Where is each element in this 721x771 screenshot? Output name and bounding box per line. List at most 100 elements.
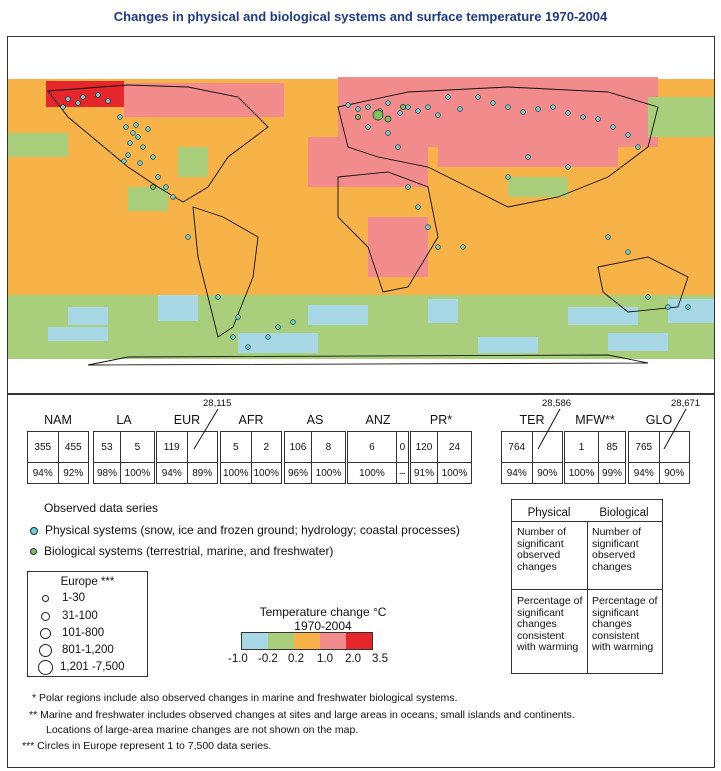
region-name: AFR: [238, 413, 264, 427]
bio-count: 24: [436, 431, 473, 463]
footnote-europe: *** Circles in Europe represent 1 to 7,5…: [22, 740, 272, 752]
series-physical: Physical systems (snow, ice and frozen g…: [30, 523, 460, 537]
physical-observation-dot: [365, 124, 371, 130]
phys-count: 106: [284, 431, 312, 463]
series-physical-label: Physical systems (snow, ice and frozen g…: [45, 523, 460, 537]
physical-observation-dot: [185, 234, 191, 240]
bio-count: [658, 431, 690, 463]
physical-observation-dot: [457, 106, 463, 112]
physical-observation-dot: [505, 104, 511, 110]
phys-pct: 96%: [284, 462, 312, 484]
eur-total: 28,115: [203, 398, 232, 409]
glo-leader: [663, 408, 687, 450]
physical-observation-dot: [95, 92, 101, 98]
physical-observation-dot: [345, 102, 351, 108]
physical-observation-dot: [163, 184, 169, 190]
physical-observation-dot: [405, 184, 411, 190]
ter-total: 28,586: [542, 398, 572, 409]
region-name: PR*: [429, 413, 453, 427]
color-swatch: [268, 633, 294, 649]
temperature-title: Temperature change °C: [259, 605, 387, 619]
physical-observation-dot: [133, 122, 139, 128]
phys-pct: 100%: [347, 462, 397, 484]
phys-count: 5: [220, 431, 252, 463]
chart-title: Changes in physical and biological syste…: [113, 9, 608, 24]
physical-observation-dot: [475, 94, 481, 100]
eurasia-outline: [337, 86, 659, 208]
phys-count: 764: [501, 431, 533, 463]
physical-observation-dot: [685, 304, 691, 310]
color-swatch: [320, 633, 346, 649]
physical-observation-dot: [140, 144, 146, 150]
physical-observation-dot: [505, 174, 511, 180]
tick-label: 2.0: [345, 653, 361, 665]
circle-size-4-icon: [39, 644, 52, 657]
physical-percent-desc: Percentage of significant changes consis…: [517, 595, 583, 654]
bio-count: 5: [119, 431, 156, 463]
region-name: EUR: [173, 413, 201, 427]
phys-pct: 100%: [563, 462, 600, 484]
region-ter: TER 764 94% 90%: [501, 413, 563, 484]
physical-observation-dot: [60, 104, 66, 110]
physical-observation-dot: [125, 152, 131, 158]
region-pr: PR* 120 24 91% 100%: [410, 413, 473, 484]
tick-label: 3.5: [372, 653, 388, 665]
phys-count: 765: [628, 431, 660, 463]
bio-pct: 92%: [57, 462, 89, 484]
physical-observation-dot: [145, 126, 151, 132]
physical-observation-dot: [490, 100, 496, 106]
physical-observation-dot: [397, 110, 403, 116]
australia-outline: [597, 256, 689, 313]
south-america-outline: [192, 206, 259, 338]
biological-observation-dot: [355, 114, 361, 120]
bio-pct: 90%: [658, 462, 690, 484]
physical-count-desc: Number of significant observed changes: [517, 526, 567, 573]
temperature-legend: Temperature change °C 1970-2004: [240, 605, 406, 633]
physical-observation-dot: [550, 104, 556, 110]
physical-observation-dot: [520, 109, 526, 115]
bio-count: [186, 431, 218, 463]
physical-observation-dot: [235, 314, 241, 320]
temperature-colorbar: [241, 632, 373, 650]
region-name: GLO: [645, 413, 673, 427]
bio-pct: 89%: [186, 462, 218, 484]
physical-observation-dot: [445, 94, 451, 100]
bio-count: 85: [598, 431, 626, 463]
physical-observation-dot: [117, 114, 123, 120]
physical-observation-dot: [605, 234, 611, 240]
bio-pct: 99%: [598, 462, 626, 484]
size-5: 1,201 -7,500: [60, 661, 125, 673]
physical-observation-dot: [415, 204, 421, 210]
physical-observation-dot: [135, 134, 141, 140]
phys-count: 355: [27, 431, 59, 463]
tick-label: -0.2: [258, 653, 278, 665]
physical-observation-dot: [365, 104, 371, 110]
biological-header: Biological: [599, 507, 649, 519]
physical-observation-dot: [625, 249, 631, 255]
physical-observation-dot: [395, 144, 401, 150]
bio-pct: –: [395, 462, 410, 484]
footnote-marine-2: Locations of large-area marine changes a…: [46, 724, 359, 736]
tick-label: 1.0: [317, 653, 333, 665]
region-name: ANZ: [365, 413, 391, 427]
physical-header: Physical: [527, 507, 571, 519]
phys-pct: 94%: [501, 462, 533, 484]
phys-pct: 94%: [156, 462, 188, 484]
physical-observation-dot: [75, 100, 81, 106]
phys-count: 1: [563, 431, 600, 463]
physical-observation-dot: [80, 94, 86, 100]
europe-size-legend: Europe *** 1-30 31-100 101-800 801-1,200…: [27, 571, 148, 677]
physical-observation-dot: [65, 96, 71, 102]
physical-observation-dot: [121, 158, 127, 164]
physical-observation-dot: [415, 108, 421, 114]
biological-observation-dot: [150, 184, 156, 190]
bio-pct: 100%: [119, 462, 156, 484]
region-name: AS: [306, 413, 324, 427]
physical-observation-dot: [425, 104, 431, 110]
temperature-period: 1970-2004: [294, 619, 352, 633]
bio-count: 0: [395, 431, 410, 463]
north-america-outline: [47, 84, 269, 203]
physical-observation-dot: [460, 244, 466, 250]
bio-pct: 100%: [250, 462, 282, 484]
